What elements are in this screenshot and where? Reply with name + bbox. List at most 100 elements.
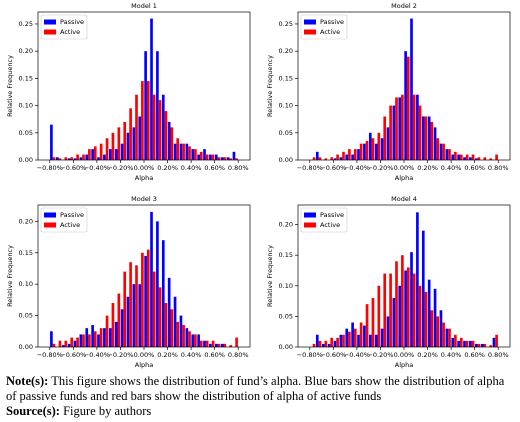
bar — [406, 56, 410, 160]
x-tick-label: 0.20% — [157, 164, 178, 172]
bar — [58, 340, 62, 347]
bar — [82, 154, 85, 160]
x-tick-label: −0.60% — [320, 164, 346, 172]
bar — [474, 343, 478, 347]
note-text: This figure shows the distribution of fu… — [6, 374, 505, 403]
bar — [330, 337, 334, 347]
bar — [70, 337, 74, 347]
bar — [374, 143, 378, 160]
bar — [318, 157, 322, 160]
bar — [58, 158, 62, 160]
bar — [398, 285, 402, 347]
bar — [495, 334, 498, 347]
bar — [436, 138, 440, 160]
bar — [150, 18, 153, 160]
bar — [312, 157, 316, 160]
bar — [357, 149, 360, 160]
x-tick-label: −0.80% — [37, 351, 63, 359]
bar — [120, 143, 124, 160]
bar — [97, 157, 100, 160]
x-tick-label: 0.00% — [394, 351, 415, 359]
legend-swatch — [44, 212, 56, 218]
bar — [389, 105, 392, 160]
bar — [395, 261, 398, 347]
bar — [97, 334, 100, 347]
bar — [442, 322, 445, 347]
bar — [93, 146, 97, 160]
bar — [451, 154, 455, 160]
chart-title: Model 4 — [391, 195, 417, 203]
bar — [483, 157, 487, 160]
bar — [103, 154, 106, 160]
bar — [448, 149, 451, 160]
bar — [229, 158, 233, 160]
bar — [377, 285, 381, 347]
legend-label: Passive — [320, 211, 344, 219]
bar — [179, 143, 183, 160]
x-tick-label: 0.00% — [394, 164, 415, 172]
legend-label: Active — [60, 28, 80, 36]
bar — [223, 157, 227, 160]
x-axis-label: Alpha — [135, 174, 153, 182]
legend-swatch — [44, 19, 56, 25]
bar — [418, 105, 422, 160]
bar — [439, 143, 443, 160]
bar — [424, 291, 428, 347]
bar — [132, 127, 136, 160]
bar — [427, 116, 431, 160]
bar — [191, 149, 195, 160]
bar — [436, 316, 440, 347]
x-tick-label: −0.80% — [297, 164, 323, 172]
bar — [205, 340, 209, 347]
legend-swatch — [304, 29, 316, 35]
bar — [123, 271, 127, 347]
bar — [471, 154, 475, 160]
bar — [416, 94, 419, 160]
bar — [380, 138, 384, 160]
bar — [205, 154, 209, 160]
bar — [117, 127, 121, 160]
bar — [353, 328, 357, 347]
y-axis-label: Relative Frequency — [266, 55, 274, 117]
bar — [141, 252, 144, 347]
bar — [179, 315, 183, 347]
bar — [363, 325, 366, 347]
bar — [156, 51, 159, 161]
legend-label: Active — [60, 221, 80, 229]
x-tick-label: −0.20% — [107, 351, 133, 359]
bar — [76, 154, 79, 160]
x-tick-label: 0.80% — [228, 164, 249, 172]
chart-title: Model 1 — [131, 2, 157, 10]
x-tick-label: 0.00% — [134, 164, 155, 172]
bar — [126, 132, 130, 160]
bar — [203, 149, 206, 160]
bar — [123, 121, 127, 160]
bar — [333, 340, 337, 347]
bar — [445, 149, 449, 160]
x-tick-label: −0.20% — [367, 351, 393, 359]
bar — [114, 149, 118, 160]
bar — [433, 127, 437, 160]
bar — [410, 252, 413, 347]
bar — [126, 296, 130, 347]
bar — [91, 149, 94, 160]
bar — [386, 127, 390, 160]
bar — [52, 157, 56, 160]
bar — [182, 143, 185, 160]
bar — [79, 334, 83, 347]
y-tick-label: 0.05 — [19, 129, 33, 137]
bar — [161, 94, 165, 160]
bar — [211, 340, 215, 347]
bar — [85, 328, 89, 347]
bar — [339, 334, 343, 347]
bar — [359, 322, 363, 347]
bar — [351, 154, 354, 160]
bar — [416, 212, 419, 347]
bar — [383, 273, 387, 347]
bar — [348, 149, 351, 160]
bar — [477, 157, 481, 160]
bar — [203, 340, 206, 347]
bar — [105, 138, 109, 160]
x-tick-label: 0.80% — [488, 351, 509, 359]
bar — [404, 51, 407, 161]
